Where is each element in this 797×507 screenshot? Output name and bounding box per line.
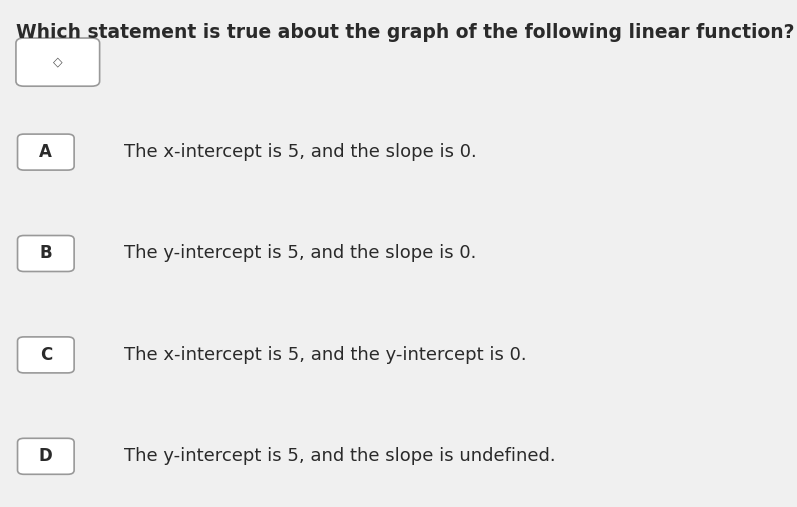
Text: ◇: ◇ bbox=[53, 56, 63, 68]
Text: The x-intercept is 5, and the y-intercept is 0.: The x-intercept is 5, and the y-intercep… bbox=[124, 346, 526, 364]
FancyBboxPatch shape bbox=[18, 438, 74, 475]
FancyBboxPatch shape bbox=[18, 235, 74, 272]
Text: C: C bbox=[40, 346, 52, 364]
Text: D: D bbox=[39, 447, 53, 465]
Text: The y-intercept is 5, and the slope is undefined.: The y-intercept is 5, and the slope is u… bbox=[124, 447, 556, 465]
FancyBboxPatch shape bbox=[18, 337, 74, 373]
Text: The x-intercept is 5, and the slope is 0.: The x-intercept is 5, and the slope is 0… bbox=[124, 143, 477, 161]
FancyBboxPatch shape bbox=[18, 134, 74, 170]
Text: A: A bbox=[39, 143, 53, 161]
Text: The y-intercept is 5, and the slope is 0.: The y-intercept is 5, and the slope is 0… bbox=[124, 244, 476, 263]
Text: Which statement is true about the graph of the following linear function?: Which statement is true about the graph … bbox=[16, 23, 795, 42]
Text: B: B bbox=[40, 244, 52, 263]
FancyBboxPatch shape bbox=[16, 38, 100, 86]
